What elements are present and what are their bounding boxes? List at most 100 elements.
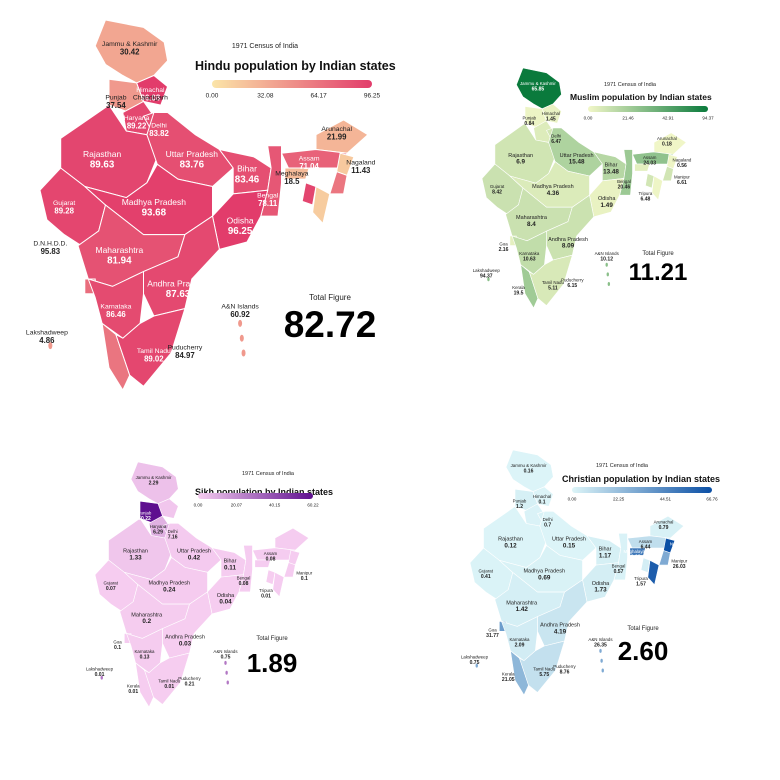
legend-tick-label: 94.37 — [702, 116, 714, 121]
state-name-label: Punjab — [138, 511, 152, 516]
state-value-label: 4.86 — [39, 336, 55, 345]
map-title: Christian population by Indian states — [562, 474, 720, 484]
state-tripura — [301, 182, 317, 206]
state-kerala — [510, 650, 529, 696]
island-shape — [600, 658, 603, 663]
island-shape — [607, 282, 611, 286]
state-value-label: 8.09 — [562, 243, 575, 250]
state-tamil-nadu — [518, 640, 565, 693]
state-name-label: Maharashtra — [516, 215, 548, 221]
state-value-label: 0.12 — [504, 543, 517, 550]
state-value-label: 84.97 — [175, 351, 195, 360]
state-uttar-pradesh — [548, 127, 603, 177]
state-value-label: 1.45 — [546, 116, 556, 122]
island-shape — [225, 670, 228, 675]
state-name-label: Assam — [639, 539, 653, 544]
state-name-label: Punjab — [522, 116, 536, 121]
state-value-label: 0.01 — [128, 689, 138, 695]
state-kerala — [135, 662, 154, 708]
state-value-label: 0.08 — [239, 581, 249, 587]
total-figure-value: 11.21 — [629, 259, 688, 286]
state-value-label: 89.22 — [127, 121, 147, 130]
state-name-label: Bengal — [617, 179, 631, 184]
island-shape — [239, 334, 244, 342]
state-meghalaya — [284, 167, 310, 180]
state-name-label: Rajasthan — [498, 537, 523, 543]
state-name-label: Karnataka — [100, 304, 131, 311]
state-nagaland — [288, 549, 301, 566]
state-name-label: Jammu & Kashmir — [511, 463, 547, 468]
state-value-label: 0.24 — [163, 586, 176, 593]
state-value-label: 5.75 — [539, 672, 549, 678]
state-name-label: Odisha — [227, 216, 254, 226]
state-value-label: 6.48 — [640, 197, 650, 203]
state-name-label: Tamil Nadu — [533, 667, 556, 672]
state-value-label: 1.49 — [601, 202, 614, 209]
state-name-label: Odisha — [598, 196, 616, 202]
state-value-label: 2.16 — [499, 247, 509, 253]
state-name-label: Kerala — [502, 671, 515, 676]
state-value-label: 64.18 — [65, 295, 85, 304]
state-manipur — [283, 562, 296, 578]
state-value-label: 1.17 — [599, 552, 612, 559]
state-arunachal — [274, 527, 310, 551]
sikh-panel: Jammu & Kashmir2.29Punjab60.22Haryana6.2… — [86, 461, 333, 708]
state-mizoram — [647, 559, 660, 586]
state-manipur — [329, 171, 348, 195]
state-name-label: Tripura — [259, 588, 273, 593]
state-andhra-pradesh — [546, 194, 595, 261]
state-uttar-pradesh — [539, 510, 597, 561]
state-name-label: Manipur — [674, 174, 690, 179]
state-value-label: 0.75 — [470, 660, 480, 666]
state-meghalaya — [629, 547, 646, 556]
total-figure-label: Total Figure — [642, 251, 674, 257]
state-name-label: Bihar — [599, 546, 612, 552]
state-value-label: 4.36 — [547, 190, 560, 197]
state-value-label: 0.16 — [524, 469, 534, 475]
state-name-label: Gujarat — [490, 184, 505, 189]
legend-tick-label: 0.00 — [568, 497, 577, 502]
state-name-label: Manipur — [349, 185, 374, 192]
state-value-label: 18.5 — [284, 177, 300, 186]
state-value-label: 1.42 — [516, 606, 529, 613]
state-andhra-pradesh — [143, 215, 220, 317]
state-name-label: Nagaland — [670, 542, 689, 547]
state-name-label: Tamil Nadu — [542, 280, 565, 285]
state-name-label: Lakshadweep — [473, 268, 501, 273]
legend-tick-label: 32.08 — [257, 93, 274, 100]
state-name-label: A&N Islands — [221, 304, 259, 311]
state-value-label: 0.15 — [563, 543, 576, 550]
state-tripura — [265, 569, 276, 585]
state-value-label: 21.05 — [502, 677, 515, 683]
legend-tick-label: 21.46 — [622, 116, 634, 121]
state-value-label: 60.22 — [138, 516, 151, 522]
state-name-label: Haryana — [124, 115, 150, 122]
state-name-label: Gujarat — [104, 581, 119, 586]
state-name-label: Delhi — [551, 134, 561, 139]
state-bengal — [613, 532, 628, 581]
island-shape — [599, 648, 602, 653]
state-name-label: Arunachal — [321, 126, 352, 133]
legend-tick-label: 0.00 — [584, 116, 593, 121]
state-name-label: Gujarat — [479, 569, 494, 574]
state-mizoram — [272, 571, 285, 598]
state-value-label: 26.03 — [673, 564, 686, 570]
state-value-label: 21.99 — [327, 133, 347, 142]
state-value-label: 0.2 — [142, 618, 151, 625]
state-tripura — [645, 173, 655, 189]
state-name-label: Odisha — [217, 593, 235, 599]
state-value-label: 8.76 — [560, 670, 570, 676]
state-value-label: 6.47 — [551, 139, 561, 145]
state-name-label: Nagaland — [346, 159, 375, 166]
state-name-label: Puducherry — [553, 664, 576, 669]
state-value-label: 0.08 — [266, 557, 276, 563]
state-value-label: 0.1 — [538, 499, 545, 505]
state-value-label: 59.41 — [89, 362, 109, 371]
state-tamil-nadu — [528, 254, 573, 307]
state-uttar-pradesh — [146, 112, 234, 188]
state-value-label: 0.11 — [224, 564, 236, 571]
legend-tick-label: 0.00 — [206, 93, 219, 100]
state-tamil-nadu — [143, 652, 190, 705]
state-name-label: Tripura — [292, 211, 313, 218]
state-value-label: 83.82 — [149, 129, 169, 138]
